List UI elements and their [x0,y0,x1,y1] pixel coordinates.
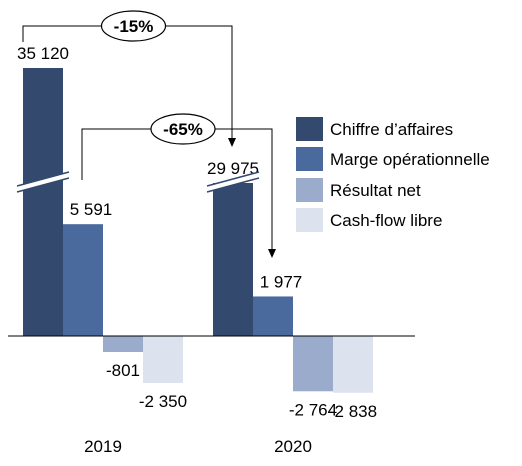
value-label-3-2019: -801 [106,361,140,380]
value-label-1-2020: 29 975 [207,159,259,178]
value-label-3-2020: -2 764 [289,400,337,419]
axis-break-2020 [207,172,259,192]
bar-4-2019 [143,336,183,383]
category-label-2020: 2020 [274,437,312,456]
bar-2-2020 [253,296,293,336]
value-label-4-2020: -2 838 [329,402,377,421]
value-label-2-2019: 5 591 [70,200,113,219]
bar-3-2020 [293,336,333,392]
value-label-1-2019: 35 120 [17,44,69,63]
annotation-2-badge [150,113,216,145]
bar-3-2019 [103,336,143,353]
legend-label-1: Chiffre d’affaires [330,120,453,139]
axis-break-line-bottom-2019 [16,177,70,193]
legend-label-4: Cash-flow libre [330,211,442,230]
legend-label-2: Marge opérationnelle [330,150,490,169]
bar-1-2020 [213,183,253,336]
value-label-2-2020: 1 977 [260,272,303,291]
legend-swatch-4 [296,208,323,232]
value-label-4-2019: -2 350 [139,392,187,411]
legend-swatch-3 [296,178,323,202]
legend-swatch-2 [296,147,323,171]
axis-break-line-top-2019 [16,171,70,187]
legend-swatch-1 [296,117,323,141]
annotation-1-arrowhead [228,138,236,147]
category-label-2019: 2019 [84,437,122,456]
annotation-1-badge [100,10,167,42]
axis-break-line-bottom-2020 [206,177,260,193]
annotation-2-arrowhead [268,249,276,258]
annotation-1-label: -15% [114,17,154,36]
bar-1-2019 [23,68,63,336]
annotation-2-label: -65% [163,120,203,139]
bar-2-2019 [63,224,103,336]
axis-break-line-top-2020 [206,171,260,187]
legend-label-3: Résultat net [330,181,421,200]
axis-break-2019 [17,172,69,192]
bar-4-2020 [333,336,373,393]
